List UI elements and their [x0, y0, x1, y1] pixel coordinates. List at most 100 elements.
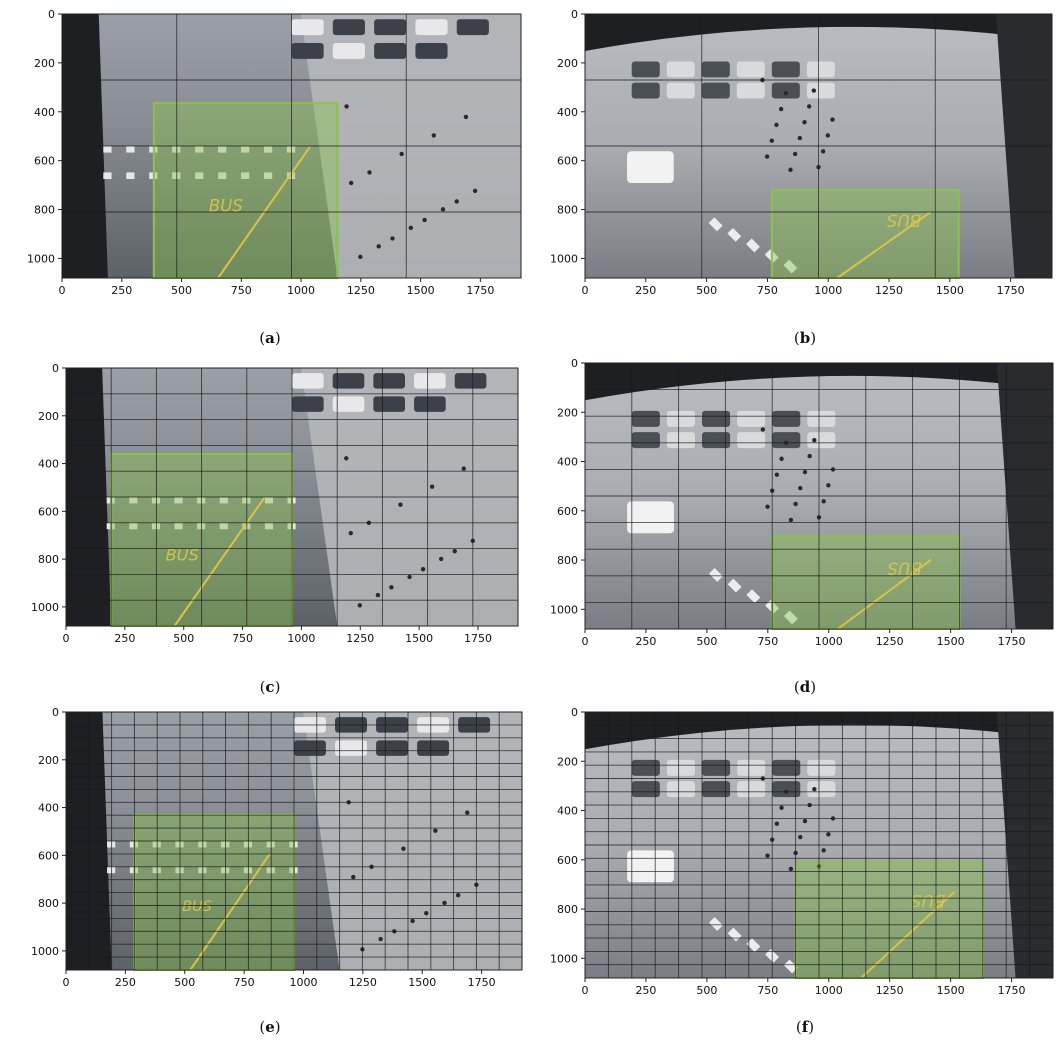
lane-marking [241, 146, 250, 153]
y-tick-label: 600 [34, 155, 55, 168]
pedestrian [442, 900, 447, 906]
x-tick-label: 1000 [287, 284, 315, 297]
y-tick-label: 800 [38, 897, 59, 910]
lane-marking [151, 497, 161, 504]
roi-lane-line [836, 211, 932, 279]
parked-car [373, 396, 405, 412]
parked-car [807, 432, 836, 449]
x-tick-label: 750 [231, 284, 252, 297]
panel-d: BUS 0 250 500 750 1000 1250 1500 1750 0 200 400 600 8… [550, 357, 1054, 696]
parked-car [631, 781, 660, 798]
pedestrian [765, 853, 770, 858]
pedestrian [348, 180, 354, 186]
lane-marking [242, 522, 251, 530]
pedestrian [806, 104, 812, 109]
x-tick-label: 750 [757, 984, 778, 997]
pedestrian [440, 207, 446, 212]
lane-marking [263, 146, 273, 153]
pedestrian [811, 88, 817, 93]
parked-car [454, 373, 487, 389]
pedestrian [390, 236, 395, 241]
panel-c: BUS 0 250 500 750 1000 1250 1500 1750 0 200 400 600 8… [31, 362, 519, 696]
y-tick-label: 1000 [27, 252, 55, 265]
white-car [627, 151, 674, 183]
y-tick-label: 600 [557, 505, 578, 518]
y-tick-label: 0 [571, 357, 578, 370]
pedestrian [410, 918, 415, 924]
parked-car [666, 432, 695, 449]
pedestrian [779, 456, 784, 461]
x-tick-label: 750 [757, 284, 778, 297]
parked-car [701, 61, 730, 78]
pedestrian [820, 149, 826, 154]
x-tick-label: 0 [582, 635, 589, 648]
road-marking [727, 227, 742, 242]
x-tick-label: 750 [757, 635, 778, 648]
pedestrian [797, 135, 803, 141]
x-tick-label: 500 [174, 976, 195, 989]
pedestrian [452, 548, 457, 554]
roi-lane-line [837, 558, 932, 630]
y-tick-label: 400 [557, 106, 578, 119]
panel-caption: (b) [794, 329, 816, 347]
panel-caption: (d) [794, 678, 816, 696]
lane-marking [129, 522, 138, 530]
parked-car [702, 781, 731, 798]
x-tick-label: 1000 [814, 284, 842, 297]
parked-car [772, 432, 801, 449]
y-tick-label: 200 [34, 57, 55, 70]
roi-box [152, 102, 339, 279]
x-tick-label: 1750 [464, 632, 492, 645]
lane-marking [126, 146, 135, 153]
lane-marking [221, 841, 230, 848]
x-tick-label: 1250 [876, 984, 904, 997]
y-tick-label: 200 [557, 755, 578, 768]
pedestrian [788, 167, 793, 172]
bus-marking: BUS [182, 899, 211, 915]
pedestrian [802, 120, 807, 125]
x-tick-label: 250 [114, 632, 135, 645]
parked-car [807, 759, 836, 776]
x-tick-label: 250 [635, 635, 656, 648]
pedestrian [807, 453, 812, 459]
pedestrian [358, 254, 363, 260]
x-tick-label: 500 [173, 632, 194, 645]
axes-frame [65, 711, 523, 971]
y-tick-label: 400 [557, 456, 578, 469]
parked-car [291, 19, 324, 36]
pedestrian [455, 892, 461, 898]
parked-car [631, 82, 660, 99]
parked-car [294, 740, 326, 756]
roi-lane-line [189, 852, 271, 971]
y-tick-label: 800 [557, 903, 578, 916]
y-tick-label: 0 [571, 706, 578, 719]
panel-caption: (a) [259, 329, 280, 347]
roi-lane-line [860, 890, 956, 979]
pedestrian [399, 151, 404, 157]
white-car [627, 501, 674, 534]
road-marking [708, 567, 723, 582]
pedestrian [344, 456, 349, 461]
lane-marking [263, 172, 273, 179]
x-tick-label: 1500 [407, 284, 435, 297]
lane-marking [197, 522, 206, 530]
parked-car [736, 82, 765, 99]
parked-car [771, 61, 800, 78]
pedestrian [798, 834, 803, 840]
parked-car [335, 740, 367, 756]
lane-marking [266, 866, 275, 874]
pedestrian [378, 936, 383, 942]
x-tick-label: 0 [63, 632, 70, 645]
axes-frame [584, 13, 1053, 279]
roi-lane-line [173, 496, 266, 627]
pedestrian [351, 874, 356, 880]
parked-car [414, 396, 446, 412]
x-tick-label: 1500 [405, 632, 433, 645]
pedestrian [376, 244, 381, 249]
parked-car [701, 82, 730, 99]
x-tick-label: 1000 [287, 632, 315, 645]
y-tick-label: 200 [38, 754, 59, 767]
lane-marking [219, 522, 228, 530]
camera-housing-top [585, 363, 1053, 401]
